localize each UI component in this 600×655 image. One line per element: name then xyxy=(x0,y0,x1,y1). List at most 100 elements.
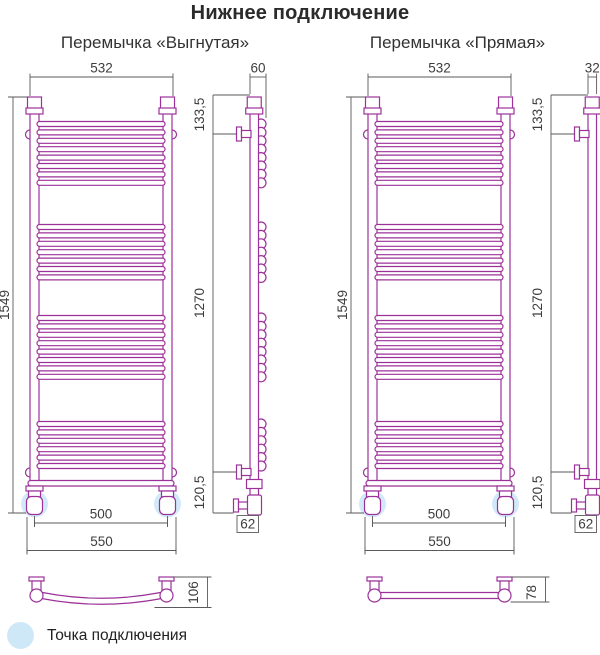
rung xyxy=(374,179,504,186)
rung xyxy=(374,446,504,453)
front-dimensions: 532 1549 500 550 xyxy=(0,61,177,555)
rung xyxy=(374,365,504,372)
top-bracket-collar xyxy=(245,107,264,115)
connection-fitting xyxy=(496,495,515,516)
side-tube xyxy=(249,98,260,498)
legend: Точка подключения xyxy=(7,622,187,649)
jumper-view: 106 xyxy=(28,576,212,608)
front-dimensions: 532 1549 500 550 xyxy=(335,61,515,555)
jumper-tube xyxy=(41,597,162,605)
dim-height: 1549 xyxy=(335,290,350,320)
rung xyxy=(36,232,166,239)
rung xyxy=(36,314,166,322)
connection-fitting xyxy=(158,495,177,516)
dim-bracket-span: 532 xyxy=(428,61,451,76)
rung xyxy=(36,462,166,470)
rung xyxy=(374,348,504,355)
rung xyxy=(36,171,166,178)
dim-depth: 60 xyxy=(250,61,265,76)
rung xyxy=(374,340,504,347)
dim-bottom-offset: 120,5 xyxy=(530,476,545,510)
jumper-ball-joint xyxy=(497,588,512,603)
dim-jumper-height: 106 xyxy=(186,581,201,604)
rung xyxy=(36,356,166,364)
rung xyxy=(36,454,166,461)
rung xyxy=(374,257,504,264)
rung xyxy=(374,331,504,338)
rung xyxy=(36,331,166,338)
rung xyxy=(374,356,504,364)
dim-bottom-offset: 120,5 xyxy=(192,476,207,510)
rung-group xyxy=(374,120,504,470)
connection-fitting xyxy=(363,495,382,516)
rung xyxy=(374,274,504,281)
panel-straight: 532 1549 500 550 62 32 133,5 1270 120,5 78 xyxy=(335,61,600,603)
rung xyxy=(374,454,504,461)
rung xyxy=(374,154,504,161)
rung xyxy=(36,437,166,444)
top-bracket-collar xyxy=(496,107,515,115)
panel-curved: 532 1549 500 550 62 60 133,5 1270 120,5 106 xyxy=(0,61,267,608)
rung xyxy=(36,274,166,281)
jumper-dimensions: 78 xyxy=(510,576,550,603)
side-tube xyxy=(587,98,598,498)
valve-body xyxy=(246,494,263,516)
rung xyxy=(36,240,166,247)
rung xyxy=(374,171,504,178)
fitting-collar xyxy=(25,485,44,492)
legend-label: Точка подключения xyxy=(47,626,187,644)
rung xyxy=(374,462,504,470)
valve-flange xyxy=(570,498,578,513)
rung xyxy=(36,348,166,355)
fitting-collar xyxy=(363,485,382,492)
side-dimensions: 60 133,5 1270 120,5 xyxy=(192,61,267,514)
side-view: 62 60 133,5 1270 120,5 xyxy=(192,61,267,533)
rung xyxy=(36,257,166,264)
union-coupling xyxy=(245,478,263,490)
jumper-ball-joint xyxy=(159,588,174,603)
fitting-collar xyxy=(496,485,515,492)
side-view: 62 32 133,5 1270 120,5 xyxy=(530,61,600,533)
rung xyxy=(374,137,504,144)
top-bracket-collar xyxy=(583,107,600,115)
bottom-shelf-tube xyxy=(27,479,175,487)
rung xyxy=(374,437,504,444)
rung xyxy=(374,129,504,136)
front-view: 532 1549 500 550 xyxy=(335,61,519,555)
top-bracket-collar xyxy=(25,107,44,115)
jumper-ball-joint xyxy=(367,588,382,603)
wall-bracket-stem xyxy=(240,467,252,477)
jumper-tube xyxy=(42,591,161,599)
wall-bracket-flange xyxy=(235,126,243,142)
dim-connection-span: 500 xyxy=(90,507,113,522)
wall-bracket-flange xyxy=(235,464,243,480)
rung xyxy=(374,223,504,231)
dim-axle-span: 1270 xyxy=(192,288,207,318)
rung xyxy=(374,249,504,256)
rung xyxy=(374,429,504,436)
dim-axle-span: 1270 xyxy=(530,288,545,318)
dim-connection-span: 500 xyxy=(428,507,451,522)
dim-overall-width: 550 xyxy=(428,534,451,549)
jumper-view: 78 xyxy=(366,576,550,603)
rung xyxy=(36,129,166,136)
rung xyxy=(36,365,166,372)
rung xyxy=(374,323,504,330)
wall-bracket-stem xyxy=(240,129,252,139)
rung xyxy=(374,146,504,153)
rung xyxy=(36,429,166,436)
dim-height: 1549 xyxy=(0,290,12,320)
page-title: Нижнее подключение xyxy=(190,2,410,24)
wall-bracket-stem xyxy=(578,467,590,477)
dim-jumper-height: 78 xyxy=(524,585,539,600)
rung xyxy=(36,340,166,347)
rung xyxy=(374,265,504,273)
rung-group xyxy=(36,120,166,470)
valve-body xyxy=(584,494,600,516)
rung xyxy=(36,446,166,453)
union-coupling xyxy=(583,478,600,490)
dim-bracket-span: 532 xyxy=(90,61,113,76)
dim-top-offset: 133,5 xyxy=(530,98,545,132)
